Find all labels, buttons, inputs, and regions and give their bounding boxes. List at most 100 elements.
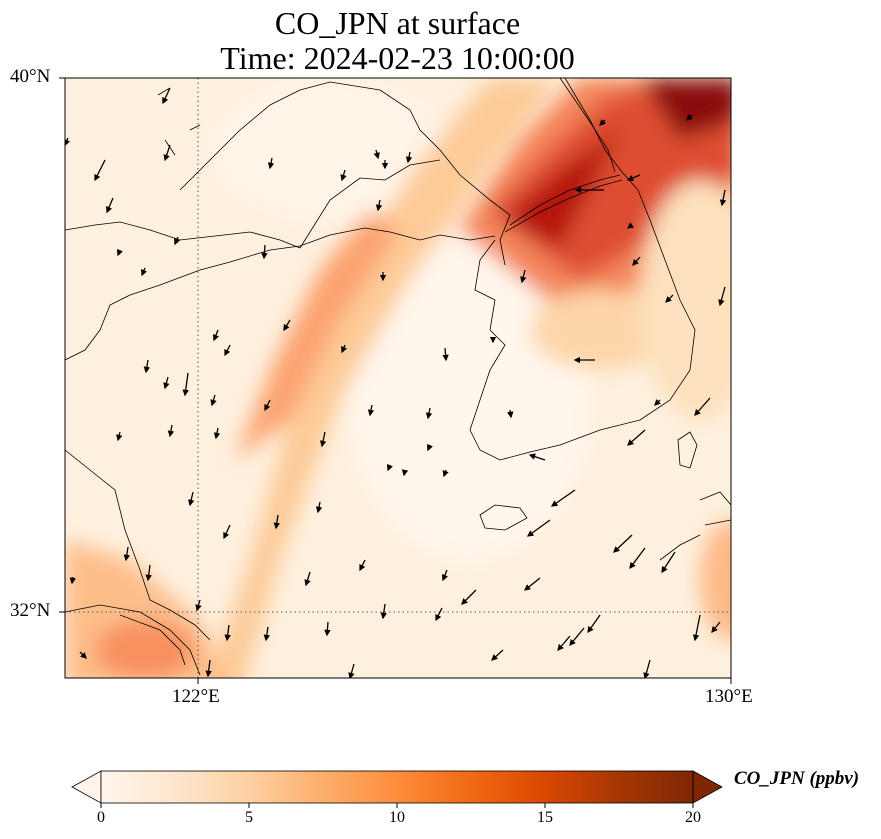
wind-arrow: [304, 571, 311, 587]
coastlines: [65, 78, 731, 676]
wind-arrow: [426, 443, 433, 452]
wind-arrow: [261, 244, 268, 260]
wind-arrow: [643, 659, 651, 678]
wind-arrow: [106, 197, 114, 214]
wind-arrow: [367, 404, 375, 417]
wind-arrow: [523, 577, 541, 591]
wind-arrow: [528, 453, 546, 461]
map-title: CO_JPN at surface: [274, 5, 521, 41]
wind-arrow: [116, 431, 123, 442]
colorbar-tick-0: 0: [97, 809, 105, 826]
wind-arrow: [626, 222, 635, 229]
wind-arrow: [629, 547, 646, 570]
wind-arrow: [223, 524, 231, 540]
wind-arrow: [401, 469, 409, 477]
wind-arrow: [163, 144, 171, 162]
wind-arrow: [520, 269, 527, 284]
wind-arrow: [569, 627, 585, 647]
wind-arrow: [425, 407, 433, 420]
wind-arrow: [94, 159, 106, 182]
concentration-field: [65, 78, 731, 678]
wind-arrow: [263, 626, 271, 642]
colorbar-tick-10: 10: [389, 809, 405, 826]
lat-label-32n: 32°N: [10, 600, 51, 621]
colorbar-tick-5: 5: [245, 809, 253, 826]
wind-arrow: [319, 431, 327, 448]
wind-arrow: [718, 286, 726, 307]
wind-arrow: [665, 294, 674, 303]
wind-arrow: [373, 149, 380, 160]
wind-arrow: [661, 551, 676, 574]
wind-arrow: [143, 359, 151, 374]
colorbar-min-extend: [71, 770, 102, 804]
wind-arrow: [461, 589, 477, 605]
wind-arrow: [224, 344, 231, 357]
wind-arrow: [526, 519, 551, 537]
wind-arrow: [162, 87, 171, 105]
wind-arrow: [491, 649, 504, 661]
wind-arrow: [212, 329, 219, 342]
wind-arrow: [123, 546, 131, 562]
wind-arrow: [210, 394, 217, 407]
wind-arrow: [694, 397, 711, 416]
wind-arrow: [213, 427, 221, 440]
wind-arrow: [587, 614, 601, 634]
wind-arrow: [315, 501, 323, 514]
wind-arrow: [69, 576, 77, 585]
wind-arrow: [405, 151, 413, 164]
lon-label-122e: 122°E: [172, 686, 220, 707]
wind-arrow: [686, 114, 693, 121]
wind-arrow: [386, 463, 393, 472]
wind-arrow: [141, 267, 148, 277]
map-subtitle-time: Time: 2024-02-23 10:00:00: [220, 40, 575, 76]
wind-arrow: [273, 514, 281, 530]
wind-arrow: [340, 169, 347, 182]
wind-arrow: [550, 489, 576, 507]
wind-arrow: [442, 469, 449, 478]
wind-arrow: [627, 429, 646, 446]
wind-arrow: [116, 248, 123, 257]
wind-arrow: [163, 376, 170, 390]
wind-arrow: [145, 564, 152, 582]
wind-arrow: [224, 624, 231, 642]
colorbar-label: CO_JPN (ppbv): [734, 768, 860, 789]
wind-arrow: [359, 559, 366, 572]
wind-arrow: [264, 399, 271, 412]
wind-arrow: [654, 399, 661, 406]
wind-arrow: [442, 347, 449, 362]
wind-arrow: [283, 319, 291, 332]
wind-arrow: [182, 372, 189, 397]
wind-arrow: [599, 119, 606, 126]
wind-arrow: [557, 635, 571, 651]
wind-arrow: [632, 256, 641, 266]
colorbar-gradient: [101, 771, 693, 803]
wind-arrow: [205, 659, 212, 678]
map-frame: [64, 77, 732, 679]
wind-vectors: [65, 87, 727, 678]
colorbar-max-extend: [692, 770, 723, 804]
wind-arrow: [79, 651, 87, 659]
wind-arrow: [613, 534, 633, 553]
wind-arrow: [188, 491, 195, 507]
wind-arrow: [167, 424, 175, 438]
wind-arrow: [435, 607, 443, 622]
wind-arrow: [692, 614, 701, 642]
wind-arrow: [507, 409, 514, 419]
wind-arrow: [267, 157, 275, 170]
wind-arrow: [380, 603, 387, 620]
lat-label-40n: 40°N: [10, 66, 51, 87]
wind-arrow: [174, 236, 181, 246]
lon-label-130e: 130°E: [705, 686, 753, 707]
wind-arrow: [719, 189, 727, 207]
colorbar-tick-20: 20: [685, 809, 701, 826]
wind-arrow: [348, 663, 355, 678]
wind-arrow: [324, 621, 331, 637]
wind-arrow: [195, 599, 202, 612]
wind-arrow: [441, 569, 448, 582]
wind-arrow: [375, 199, 383, 212]
wind-arrow: [711, 621, 721, 634]
wind-arrow: [65, 137, 71, 147]
colorbar-tick-15: 15: [537, 809, 553, 826]
